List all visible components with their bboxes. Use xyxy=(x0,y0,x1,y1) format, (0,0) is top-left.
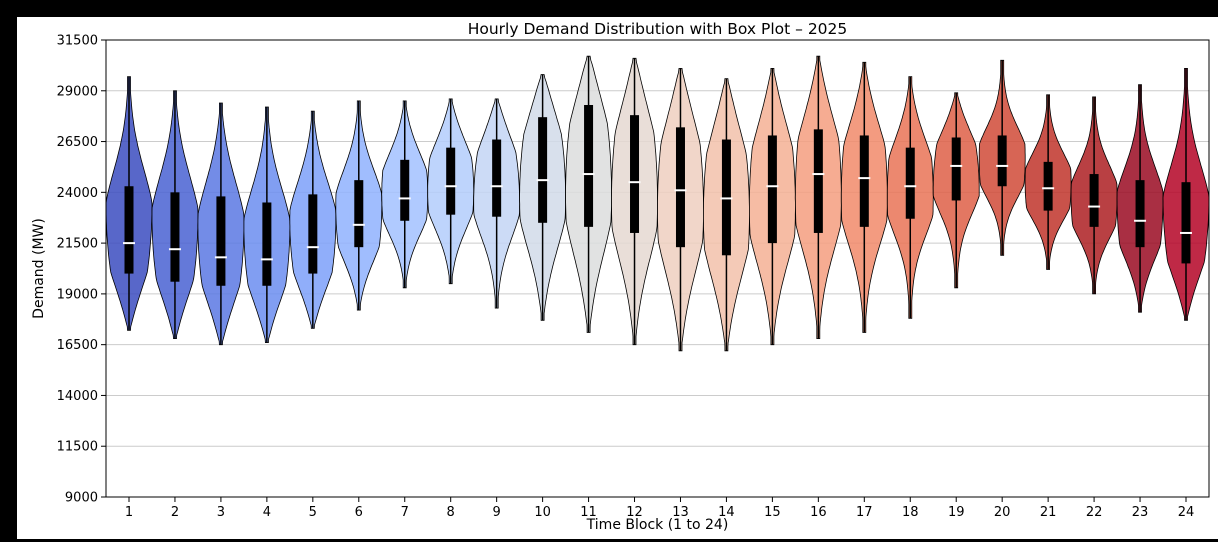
violin-7 xyxy=(381,100,429,289)
iqr-box xyxy=(308,194,318,274)
x-axis: 1 2 3 4 5 6 7 8 9 10 11 12 13 14 15 16 17 18 19 20 21 22 23 24 xyxy=(125,497,1194,520)
x-tick-label: 16 xyxy=(810,505,827,520)
y-tick-label: 11500 xyxy=(57,440,98,455)
x-tick-label: 2 xyxy=(171,505,179,520)
y-tick-label: 26500 xyxy=(57,135,98,150)
iqr-box xyxy=(1043,161,1053,211)
x-tick-label: 24 xyxy=(1178,505,1195,520)
x-tick-label: 17 xyxy=(856,505,873,520)
violin-20 xyxy=(978,59,1026,256)
violin-2 xyxy=(151,90,199,339)
y-tick-label: 14000 xyxy=(57,389,98,404)
x-tick-label: 20 xyxy=(994,505,1011,520)
violin-11 xyxy=(565,55,612,333)
iqr-box xyxy=(813,129,823,233)
iqr-box xyxy=(951,137,961,201)
x-axis-label: Time Block (1 to 24) xyxy=(586,517,729,533)
iqr-box xyxy=(905,147,915,219)
x-tick-label: 12 xyxy=(626,505,643,520)
y-tick-label: 16500 xyxy=(57,338,98,353)
y-axis-label: Demand (MW) xyxy=(31,218,47,319)
iqr-box xyxy=(630,115,640,233)
violin-5 xyxy=(289,110,337,329)
violin-chart: Hourly Demand Distribution with Box Plot… xyxy=(31,20,1210,533)
y-tick-label: 24000 xyxy=(57,186,98,201)
x-tick-label: 5 xyxy=(309,505,317,520)
x-tick-label: 6 xyxy=(355,505,363,520)
x-tick-label: 7 xyxy=(401,505,409,520)
x-tick-label: 21 xyxy=(1040,505,1057,520)
x-tick-label: 8 xyxy=(447,505,455,520)
x-tick-label: 22 xyxy=(1086,505,1103,520)
iqr-box xyxy=(216,196,226,286)
iqr-box xyxy=(1135,180,1145,248)
iqr-box xyxy=(721,139,731,256)
y-axis: 9000 11500 14000 16500 19000 21500 24000 26500 2… xyxy=(57,34,106,506)
chart-title: Hourly Demand Distribution with Box Plot… xyxy=(468,20,848,38)
violin-12 xyxy=(611,57,658,346)
violin-13 xyxy=(657,68,704,352)
y-tick-label: 29000 xyxy=(57,84,98,99)
x-tick-label: 13 xyxy=(672,505,689,520)
violins xyxy=(105,55,1210,352)
violin-14 xyxy=(703,78,750,352)
iqr-box xyxy=(124,186,134,274)
violin-4 xyxy=(243,106,291,343)
y-tick-label: 21500 xyxy=(57,237,98,252)
iqr-box xyxy=(1089,174,1099,227)
iqr-box xyxy=(492,139,502,217)
violin-6 xyxy=(335,100,383,311)
y-tick-label: 9000 xyxy=(65,491,98,506)
iqr-box xyxy=(446,147,456,215)
iqr-box xyxy=(400,159,410,221)
x-tick-label: 10 xyxy=(534,505,551,520)
violin-17 xyxy=(840,61,888,333)
y-tick-label: 19000 xyxy=(57,287,98,302)
violin-19 xyxy=(932,92,980,289)
violin-24 xyxy=(1162,68,1210,321)
x-tick-label: 23 xyxy=(1132,505,1149,520)
violin-21 xyxy=(1024,94,1072,270)
violin-23 xyxy=(1116,84,1164,313)
x-tick-label: 3 xyxy=(217,505,225,520)
violin-9 xyxy=(473,98,521,309)
iqr-box xyxy=(859,135,869,227)
iqr-box xyxy=(584,104,594,227)
iqr-box xyxy=(1181,182,1191,264)
x-tick-label: 14 xyxy=(718,505,735,520)
violin-10 xyxy=(519,74,566,321)
iqr-box xyxy=(354,180,364,248)
plot-border xyxy=(105,39,1210,498)
x-tick-label: 15 xyxy=(764,505,781,520)
x-tick-label: 1 xyxy=(125,505,133,520)
iqr-box xyxy=(538,117,548,223)
iqr-box xyxy=(262,202,272,286)
violin-16 xyxy=(794,55,842,339)
x-tick-label: 18 xyxy=(902,505,919,520)
x-tick-label: 11 xyxy=(580,505,597,520)
iqr-box xyxy=(767,135,777,244)
violin-8 xyxy=(427,98,475,285)
iqr-box xyxy=(997,135,1007,187)
violin-3 xyxy=(197,102,245,346)
iqr-box xyxy=(170,192,180,282)
violin-22 xyxy=(1070,96,1118,295)
x-tick-label: 4 xyxy=(263,505,271,520)
iqr-box xyxy=(675,127,685,248)
chart-frame: Hourly Demand Distribution with Box Plot… xyxy=(17,17,1218,539)
violin-15 xyxy=(749,68,796,346)
y-tick-label: 31500 xyxy=(57,34,98,49)
x-tick-label: 9 xyxy=(493,505,501,520)
violin-1 xyxy=(105,76,153,331)
x-tick-label: 19 xyxy=(948,505,965,520)
violin-18 xyxy=(886,76,934,319)
